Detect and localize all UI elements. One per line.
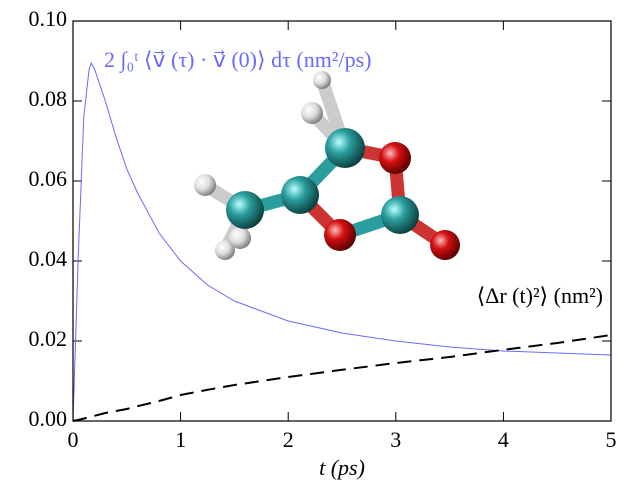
x-tick-label: 3 xyxy=(390,427,401,452)
x-tick-label: 0 xyxy=(68,427,79,452)
x-tick-label: 5 xyxy=(606,427,617,452)
y-tick-label: 0.02 xyxy=(29,326,68,351)
chart: t (ps) 0.00 0.02 0.04 0.06 0.08 0.10 0 1 2 3 4 5 2 ∫… xyxy=(0,0,621,493)
molecule xyxy=(194,71,460,260)
y-tick-label: 0.10 xyxy=(29,6,68,31)
series-label: ⟨Δr (t)²⟩ (nm²) xyxy=(477,283,603,308)
y-tick-label: 0.00 xyxy=(29,406,68,431)
y-tick-label: 0.06 xyxy=(29,166,68,191)
series-line xyxy=(73,335,611,421)
x-tick-label: 2 xyxy=(283,427,294,452)
y-tick-label: 0.08 xyxy=(29,86,68,111)
x-tick-label: 4 xyxy=(498,427,509,452)
y-tick-label: 0.04 xyxy=(29,246,68,271)
x-axis-label: t (ps) xyxy=(319,455,365,480)
series-label: 2 ∫₀ᵗ ⟨v⃗ (τ) · v⃗ (0)⟩ dτ (nm²/ps) xyxy=(104,47,371,73)
x-tick-label: 1 xyxy=(175,427,186,452)
